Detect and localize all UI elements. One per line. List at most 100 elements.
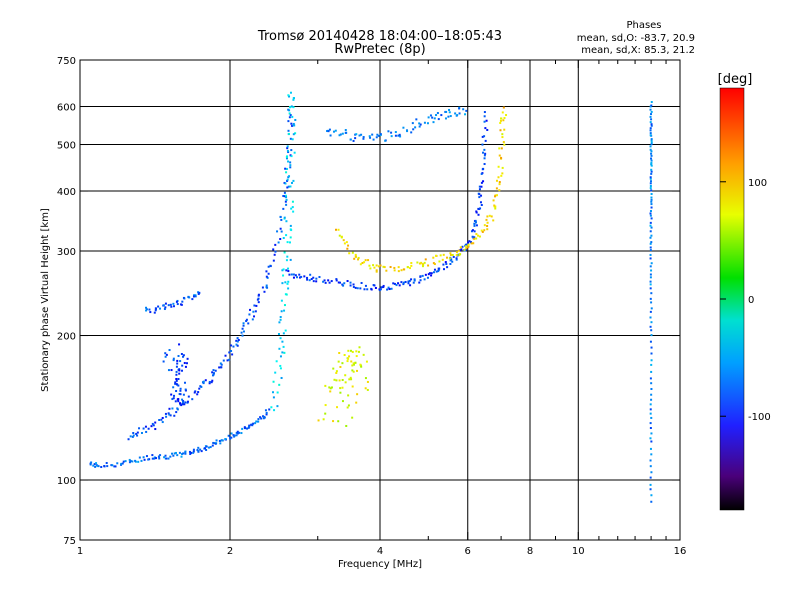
- data-point: [322, 280, 325, 283]
- data-point: [287, 185, 290, 188]
- data-point: [357, 258, 360, 261]
- data-point: [502, 119, 505, 122]
- data-point: [210, 381, 213, 384]
- data-point: [257, 294, 260, 297]
- data-point: [346, 406, 349, 409]
- data-point: [103, 465, 106, 468]
- data-point: [402, 281, 405, 284]
- data-point: [649, 427, 652, 430]
- data-point: [367, 259, 370, 262]
- data-point: [348, 355, 351, 358]
- data-point: [464, 243, 467, 246]
- data-point: [172, 302, 175, 305]
- data-point: [412, 281, 415, 284]
- data-point: [410, 131, 413, 134]
- data-point: [283, 216, 286, 219]
- data-point: [479, 201, 482, 204]
- data-point: [649, 242, 652, 245]
- data-point: [335, 278, 338, 281]
- data-point: [148, 308, 151, 311]
- data-point: [224, 354, 227, 357]
- data-point: [274, 250, 277, 253]
- data-point: [233, 434, 236, 437]
- data-point: [322, 418, 325, 421]
- data-point: [285, 171, 288, 174]
- data-point: [343, 353, 346, 356]
- data-point: [482, 151, 485, 154]
- data-point: [172, 397, 175, 400]
- data-point: [480, 181, 483, 184]
- data-point: [464, 245, 467, 248]
- data-point: [150, 425, 153, 428]
- data-point: [341, 400, 344, 403]
- data-point: [261, 286, 264, 289]
- data-point: [285, 196, 288, 199]
- data-point: [265, 275, 268, 278]
- data-point: [649, 476, 652, 479]
- data-point: [183, 297, 186, 300]
- x-tick-label: 6: [465, 546, 471, 557]
- data-point: [292, 98, 295, 101]
- data-point: [378, 288, 381, 291]
- data-point: [177, 384, 180, 387]
- data-point: [219, 362, 222, 365]
- data-point: [483, 157, 486, 160]
- data-point: [499, 129, 502, 132]
- data-point: [650, 104, 653, 107]
- data-point: [181, 300, 184, 303]
- data-point: [498, 183, 501, 186]
- data-point: [484, 152, 487, 155]
- data-point: [418, 122, 421, 125]
- data-point: [272, 391, 275, 394]
- data-point: [192, 451, 195, 454]
- data-point: [254, 422, 257, 425]
- data-point: [163, 456, 166, 459]
- data-point: [464, 113, 467, 116]
- data-point: [360, 365, 363, 368]
- data-point: [164, 412, 167, 415]
- data-point: [188, 450, 191, 453]
- data-point: [392, 282, 395, 285]
- data-point: [650, 150, 653, 153]
- data-point: [485, 119, 488, 122]
- data-point: [236, 344, 239, 347]
- data-point: [480, 229, 483, 232]
- data-point: [362, 137, 365, 140]
- data-point: [328, 281, 331, 284]
- data-point: [236, 340, 239, 343]
- data-point: [649, 134, 652, 137]
- data-point: [505, 114, 508, 117]
- data-point: [344, 374, 347, 377]
- data-point: [183, 381, 186, 384]
- data-point: [240, 432, 243, 435]
- data-point: [432, 256, 435, 259]
- data-point: [360, 281, 363, 284]
- data-point: [490, 215, 493, 218]
- data-point: [354, 137, 357, 140]
- data-point: [448, 108, 451, 111]
- data-point: [235, 343, 238, 346]
- data-point: [419, 123, 422, 126]
- data-point: [171, 452, 174, 455]
- data-point: [292, 273, 295, 276]
- data-point: [351, 385, 354, 388]
- data-point: [152, 424, 155, 427]
- data-point: [352, 283, 355, 286]
- data-point: [501, 172, 504, 175]
- data-point: [415, 118, 418, 121]
- data-point: [164, 306, 167, 309]
- chart-subtitle: RwPretec (8p): [334, 42, 425, 57]
- data-point: [498, 189, 501, 192]
- data-point: [502, 106, 505, 109]
- data-point: [382, 286, 385, 289]
- data-point: [379, 288, 382, 291]
- data-point: [230, 344, 233, 347]
- data-point: [472, 242, 475, 245]
- data-point: [463, 248, 466, 251]
- data-point: [292, 106, 295, 109]
- data-point: [348, 378, 351, 381]
- data-point: [366, 288, 369, 291]
- data-point: [287, 94, 290, 97]
- data-point: [650, 393, 653, 396]
